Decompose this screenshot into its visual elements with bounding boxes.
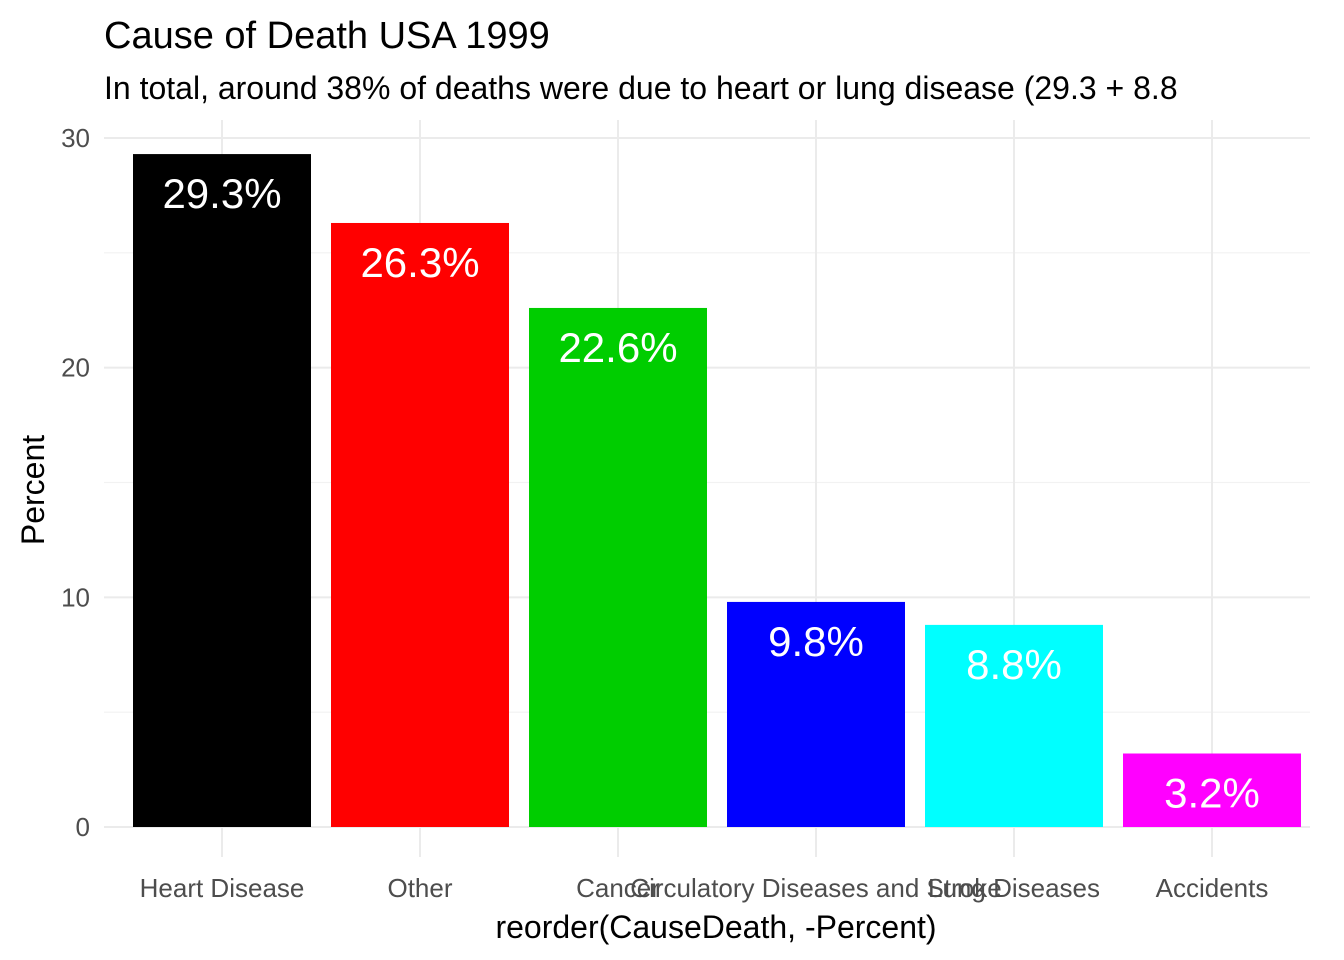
chart-title: Cause of Death USA 1999 (104, 15, 550, 57)
x-tick-label: Accidents (1156, 873, 1269, 903)
x-tick-label: Heart Disease (140, 873, 305, 903)
y-tick-label: 0 (76, 812, 90, 842)
y-axis-title: Percent (15, 435, 51, 545)
bar (727, 601, 905, 827)
bar (925, 624, 1103, 827)
bar (331, 222, 509, 827)
bar (133, 154, 311, 827)
y-tick-label: 20 (61, 353, 90, 383)
x-tick-label: Lung Diseases (928, 873, 1100, 903)
y-tick-label: 10 (61, 582, 90, 612)
data-label: 29.3% (162, 170, 281, 217)
y-tick-label: 30 (61, 123, 90, 153)
bars (133, 154, 1301, 827)
x-axis-title: reorder(CauseDeath, -Percent) (495, 909, 936, 945)
x-tick-label: Circulatory Diseases and Stroke (630, 873, 1001, 903)
data-label: 26.3% (360, 239, 479, 286)
x-tick-label: Other (387, 873, 452, 903)
data-label: 8.8% (966, 641, 1062, 688)
data-label: 3.2% (1164, 770, 1260, 817)
data-label: 9.8% (768, 618, 864, 665)
y-axis-ticks: 0 10 20 30 (61, 123, 90, 842)
x-tick-label: Cancer (576, 873, 660, 903)
bar (1123, 753, 1301, 827)
data-labels: 29.3% 26.3% 22.6% 9.8% 8.8% 3.2% (162, 170, 1259, 816)
bar (529, 307, 707, 827)
chart-subtitle: In total, around 38% of deaths were due … (104, 70, 1178, 106)
data-label: 22.6% (558, 324, 677, 371)
